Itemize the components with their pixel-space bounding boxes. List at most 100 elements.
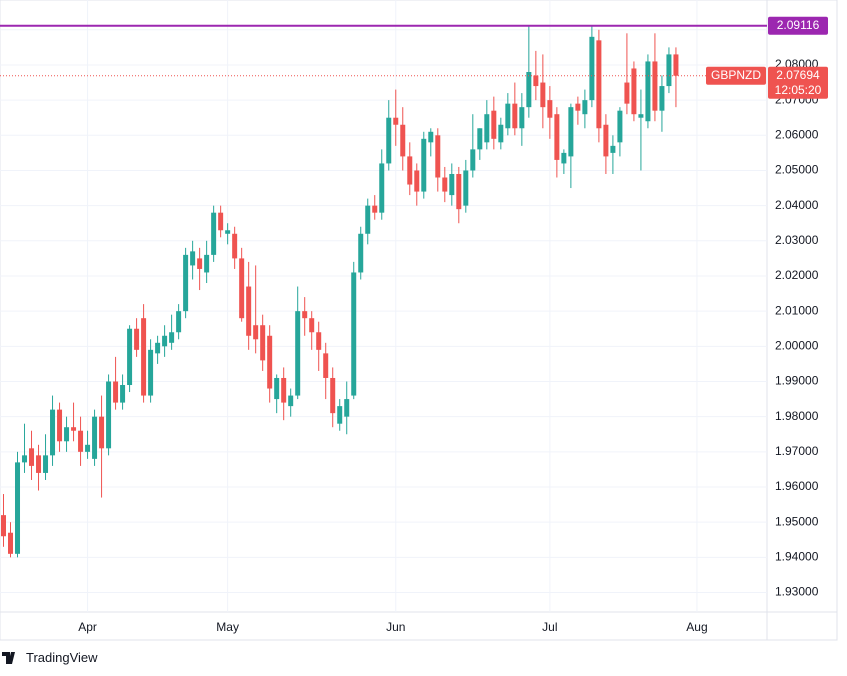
candle-body	[449, 173, 455, 196]
candle-body	[22, 455, 28, 463]
candle-body	[148, 349, 154, 396]
candle-body	[190, 251, 196, 266]
candle-body	[505, 103, 511, 129]
hline-label: 2.09116	[777, 18, 820, 32]
candle-body	[43, 455, 49, 473]
candle-body	[442, 177, 448, 192]
candle-body	[127, 328, 133, 386]
candle-body	[470, 149, 476, 171]
candle-body	[169, 332, 175, 343]
candle-body	[64, 427, 70, 442]
candle-body	[183, 254, 189, 312]
candle-body	[330, 377, 336, 414]
candle-body	[1, 515, 7, 537]
candle-body	[344, 399, 350, 417]
candle-body	[547, 100, 553, 118]
candle-body	[365, 205, 371, 234]
candle-body	[15, 462, 21, 554]
candle-body	[316, 332, 322, 350]
candle-body	[484, 114, 490, 143]
candle-body	[155, 342, 161, 354]
candle-body	[274, 377, 280, 400]
symbol-label-bg	[706, 66, 766, 85]
chart: 1.93000 1.94000 1.95000 1.96000 1.97000 1.980…	[0, 0, 838, 641]
candle-body	[211, 212, 217, 255]
y-tick-label: 1.94000	[775, 550, 819, 564]
candle-body	[638, 114, 644, 118]
last-price-label: 2.07694	[776, 68, 820, 82]
candle-body	[659, 86, 665, 111]
y-tick-label: 2.03000	[775, 233, 819, 247]
y-tick-label: 2.01000	[775, 303, 819, 317]
candle-body	[617, 110, 623, 143]
candle-body	[372, 205, 378, 213]
y-tick-label: 2.04000	[775, 198, 819, 212]
candle-body	[673, 54, 679, 76]
candle-body	[631, 68, 637, 115]
candle-body	[260, 325, 266, 361]
candle-body	[533, 75, 539, 87]
candle-body	[624, 82, 630, 104]
candle-body	[267, 335, 273, 389]
y-tick-label: 2.02000	[775, 268, 819, 282]
y-tick-label: 2.00000	[775, 338, 819, 352]
candle-body	[393, 117, 399, 125]
candle-body	[414, 170, 420, 192]
candle-body	[575, 103, 581, 111]
candle-body	[288, 395, 294, 407]
candle-body	[463, 170, 469, 206]
candle-body	[407, 156, 413, 185]
candle-body	[8, 532, 14, 554]
candle-body	[666, 54, 672, 87]
x-tick-label: Apr	[78, 620, 97, 634]
candle-body	[351, 272, 357, 396]
candle-body	[456, 173, 462, 210]
candle-body	[218, 212, 224, 231]
candle-body	[512, 103, 518, 129]
chart-frame	[0, 0, 838, 641]
candle-body	[106, 381, 112, 449]
countdown-label: 12:05:20	[775, 83, 822, 97]
candle-body	[176, 311, 182, 333]
candle-body	[589, 36, 595, 101]
x-tick-label: Jun	[386, 620, 405, 634]
candle-body	[561, 152, 567, 164]
x-tick-label: Jul	[542, 620, 557, 634]
candle-body	[29, 448, 35, 466]
candle-body	[85, 444, 91, 452]
y-tick-label: 1.96000	[775, 479, 819, 493]
candle-body	[246, 286, 252, 336]
brand-logo	[2, 651, 15, 664]
candle-body	[78, 430, 84, 452]
candle-body	[204, 254, 210, 273]
brand: TradingView	[2, 650, 98, 665]
hline-label-bg	[768, 16, 828, 35]
candle-body	[498, 124, 504, 143]
last-price-label-bg	[768, 66, 828, 99]
candle-body	[540, 82, 546, 108]
candle-body	[582, 100, 588, 115]
y-tick-label: 2.05000	[775, 163, 819, 177]
y-tick-label: 2.06000	[775, 127, 819, 141]
candle-body	[358, 233, 364, 273]
x-tick-label: Aug	[686, 620, 707, 634]
candle-body	[554, 114, 560, 160]
y-tick-label: 1.99000	[775, 374, 819, 388]
candle-body	[92, 416, 98, 459]
candle-body	[295, 311, 301, 396]
candle-body	[421, 138, 427, 192]
candle-body	[162, 335, 168, 347]
candle-body	[309, 318, 315, 333]
candle-body	[281, 377, 287, 403]
candle-body	[596, 40, 602, 129]
y-tick-label: 1.93000	[775, 585, 819, 599]
candle-body	[645, 61, 651, 122]
candle-body	[253, 325, 259, 340]
candle-body	[71, 427, 77, 431]
candle-body	[428, 131, 434, 143]
candle-body	[477, 128, 483, 150]
candle-body	[386, 117, 392, 164]
candle-body	[652, 61, 658, 111]
y-tick-label: 1.95000	[775, 514, 819, 528]
